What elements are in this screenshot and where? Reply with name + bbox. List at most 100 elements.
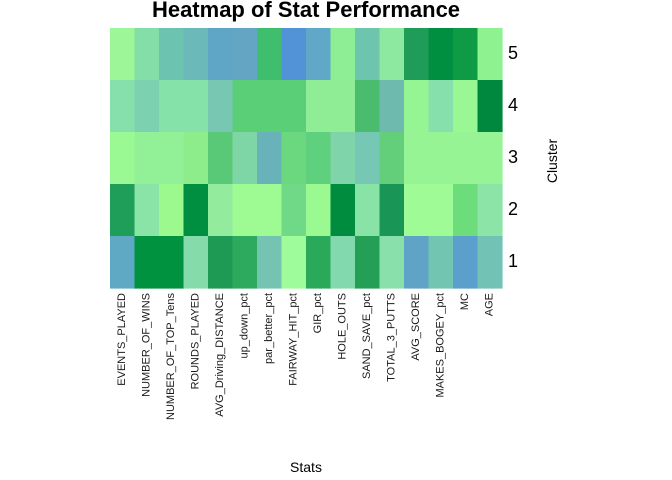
- y-tick-label: 5: [508, 43, 518, 63]
- heatmap-cell-sand-save-pct-cluster-5: [355, 28, 381, 81]
- heatmap-cell-rounds-played-cluster-3: [183, 132, 209, 185]
- heatmap-cell-avg-score-cluster-2: [404, 184, 430, 237]
- x-tick-label: FAIRWAY_HIT_pct: [288, 293, 300, 386]
- heatmap-cell-age-cluster-4: [477, 80, 503, 133]
- heatmap-cell-makes-bogey-pct-cluster-2: [428, 184, 454, 237]
- heatmap-cell-up-down-pct-cluster-2: [232, 184, 258, 237]
- heatmap-cell-fairway-hit-pct-cluster-4: [281, 80, 307, 133]
- heatmap-cell-number-of-wins-cluster-1: [134, 236, 160, 289]
- x-tick-label: ROUNDS_PLAYED: [190, 293, 202, 389]
- heatmap-cell-hole-outs-cluster-1: [330, 236, 356, 289]
- heatmap-cell-mc-cluster-5: [453, 28, 479, 81]
- heatmap-cell-sand-save-pct-cluster-4: [355, 80, 381, 133]
- heatmap-cell-hole-outs-cluster-5: [330, 28, 356, 81]
- heatmap-cell-par-better-pct-cluster-5: [257, 28, 283, 81]
- heatmap-cell-mc-cluster-1: [453, 236, 479, 289]
- heatmap-cell-hole-outs-cluster-3: [330, 132, 356, 185]
- heatmap-cell-up-down-pct-cluster-3: [232, 132, 258, 185]
- heatmap-cell-avg-score-cluster-1: [404, 236, 430, 289]
- heatmap-cell-par-better-pct-cluster-2: [257, 184, 283, 237]
- heatmap-cell-avg-driving-distance-cluster-5: [208, 28, 234, 81]
- heatmap-cell-events-played-cluster-5: [110, 28, 136, 81]
- heatmap-cell-hole-outs-cluster-2: [330, 184, 356, 237]
- x-tick-label: HOLE_OUTS: [337, 293, 349, 360]
- heatmap-cell-avg-driving-distance-cluster-1: [208, 236, 234, 289]
- heatmap-cell-makes-bogey-pct-cluster-3: [428, 132, 454, 185]
- heatmap-cell-rounds-played-cluster-2: [183, 184, 209, 237]
- heatmap-cell-age-cluster-3: [477, 132, 503, 185]
- heatmap-cell-fairway-hit-pct-cluster-5: [281, 28, 307, 81]
- heatmap-cell-sand-save-pct-cluster-2: [355, 184, 381, 237]
- heatmap-cell-gir-pct-cluster-2: [306, 184, 332, 237]
- x-tick-label: NUMBER_OF_TOP_Tens: [165, 293, 177, 420]
- heatmap-cell-rounds-played-cluster-5: [183, 28, 209, 81]
- heatmap-cell-avg-score-cluster-3: [404, 132, 430, 185]
- heatmap-cell-total-3-putts-cluster-2: [379, 184, 405, 237]
- heatmap-cell-par-better-pct-cluster-1: [257, 236, 283, 289]
- heatmap-cell-gir-pct-cluster-1: [306, 236, 332, 289]
- heatmap-cell-number-of-top-tens-cluster-3: [159, 132, 185, 185]
- heatmap-cell-age-cluster-1: [477, 236, 503, 289]
- heatmap-cell-hole-outs-cluster-4: [330, 80, 356, 133]
- x-tick-labels: EVENTS_PLAYED NUMBER_OF_WINS NUMBER_OF_TOP…: [116, 293, 496, 420]
- heatmap-cell-rounds-played-cluster-1: [183, 236, 209, 289]
- heatmap-cell-up-down-pct-cluster-5: [232, 28, 258, 81]
- x-tick-label: EVENTS_PLAYED: [116, 293, 128, 386]
- heatmap-cell-age-cluster-5: [477, 28, 503, 81]
- heatmap-cell-makes-bogey-pct-cluster-1: [428, 236, 454, 289]
- heatmap-cell-rounds-played-cluster-4: [183, 80, 209, 133]
- heatmap-cell-events-played-cluster-2: [110, 184, 136, 237]
- heatmap-cell-events-played-cluster-1: [110, 236, 136, 289]
- x-tick-label: SAND_SAVE_pct: [361, 293, 373, 379]
- x-tick-label: par_better_pct: [263, 293, 275, 364]
- heatmap-cell-number-of-top-tens-cluster-4: [159, 80, 185, 133]
- x-tick-label: MC: [459, 293, 471, 310]
- heatmap-cell-number-of-wins-cluster-5: [134, 28, 160, 81]
- heatmap-cells: [110, 28, 503, 289]
- x-axis-title: Stats: [290, 459, 322, 475]
- heatmap-cell-par-better-pct-cluster-4: [257, 80, 283, 133]
- x-tick-label: TOTAL_3_PUTTS: [386, 293, 398, 382]
- heatmap-cell-fairway-hit-pct-cluster-3: [281, 132, 307, 185]
- heatmap-cell-events-played-cluster-3: [110, 132, 136, 185]
- heatmap-cell-age-cluster-2: [477, 184, 503, 237]
- x-tick-label: AGE: [484, 293, 496, 316]
- heatmap-cell-mc-cluster-2: [453, 184, 479, 237]
- heatmap-cell-events-played-cluster-4: [110, 80, 136, 133]
- heatmap-cell-number-of-top-tens-cluster-1: [159, 236, 185, 289]
- heatmap-cell-avg-driving-distance-cluster-3: [208, 132, 234, 185]
- heatmap-cell-sand-save-pct-cluster-3: [355, 132, 381, 185]
- heatmap-cell-makes-bogey-pct-cluster-4: [428, 80, 454, 133]
- x-tick-label: AVG_Driving_DISTANCE: [214, 293, 226, 417]
- heatmap-cell-up-down-pct-cluster-4: [232, 80, 258, 133]
- heatmap-cell-fairway-hit-pct-cluster-1: [281, 236, 307, 289]
- heatmap-cell-avg-score-cluster-5: [404, 28, 430, 81]
- x-tick-label: AVG_SCORE: [410, 293, 422, 361]
- heatmap-cell-avg-driving-distance-cluster-4: [208, 80, 234, 133]
- heatmap-cell-number-of-wins-cluster-2: [134, 184, 160, 237]
- heatmap-cell-total-3-putts-cluster-4: [379, 80, 405, 133]
- heatmap-cell-fairway-hit-pct-cluster-2: [281, 184, 307, 237]
- heatmap-cell-total-3-putts-cluster-3: [379, 132, 405, 185]
- heatmap-cell-number-of-top-tens-cluster-2: [159, 184, 185, 237]
- y-tick-label: 4: [508, 95, 518, 115]
- heatmap-cell-mc-cluster-4: [453, 80, 479, 133]
- heatmap-cell-gir-pct-cluster-3: [306, 132, 332, 185]
- heatmap-cell-gir-pct-cluster-5: [306, 28, 332, 81]
- heatmap-cell-number-of-wins-cluster-4: [134, 80, 160, 133]
- chart-title: Heatmap of Stat Performance: [152, 0, 460, 22]
- y-tick-label: 2: [508, 199, 518, 219]
- heatmap-cell-mc-cluster-3: [453, 132, 479, 185]
- heatmap-cell-avg-score-cluster-4: [404, 80, 430, 133]
- y-tick-label: 3: [508, 147, 518, 167]
- heatmap-cell-avg-driving-distance-cluster-2: [208, 184, 234, 237]
- y-axis-title: Cluster: [544, 138, 560, 183]
- y-tick-label: 1: [508, 251, 518, 271]
- heatmap-cell-number-of-wins-cluster-3: [134, 132, 160, 185]
- heatmap-cell-total-3-putts-cluster-5: [379, 28, 405, 81]
- x-tick-label: up_down_pct: [239, 293, 251, 358]
- x-tick-label: NUMBER_OF_WINS: [141, 293, 153, 397]
- heatmap-cell-total-3-putts-cluster-1: [379, 236, 405, 289]
- heatmap-cell-number-of-top-tens-cluster-5: [159, 28, 185, 81]
